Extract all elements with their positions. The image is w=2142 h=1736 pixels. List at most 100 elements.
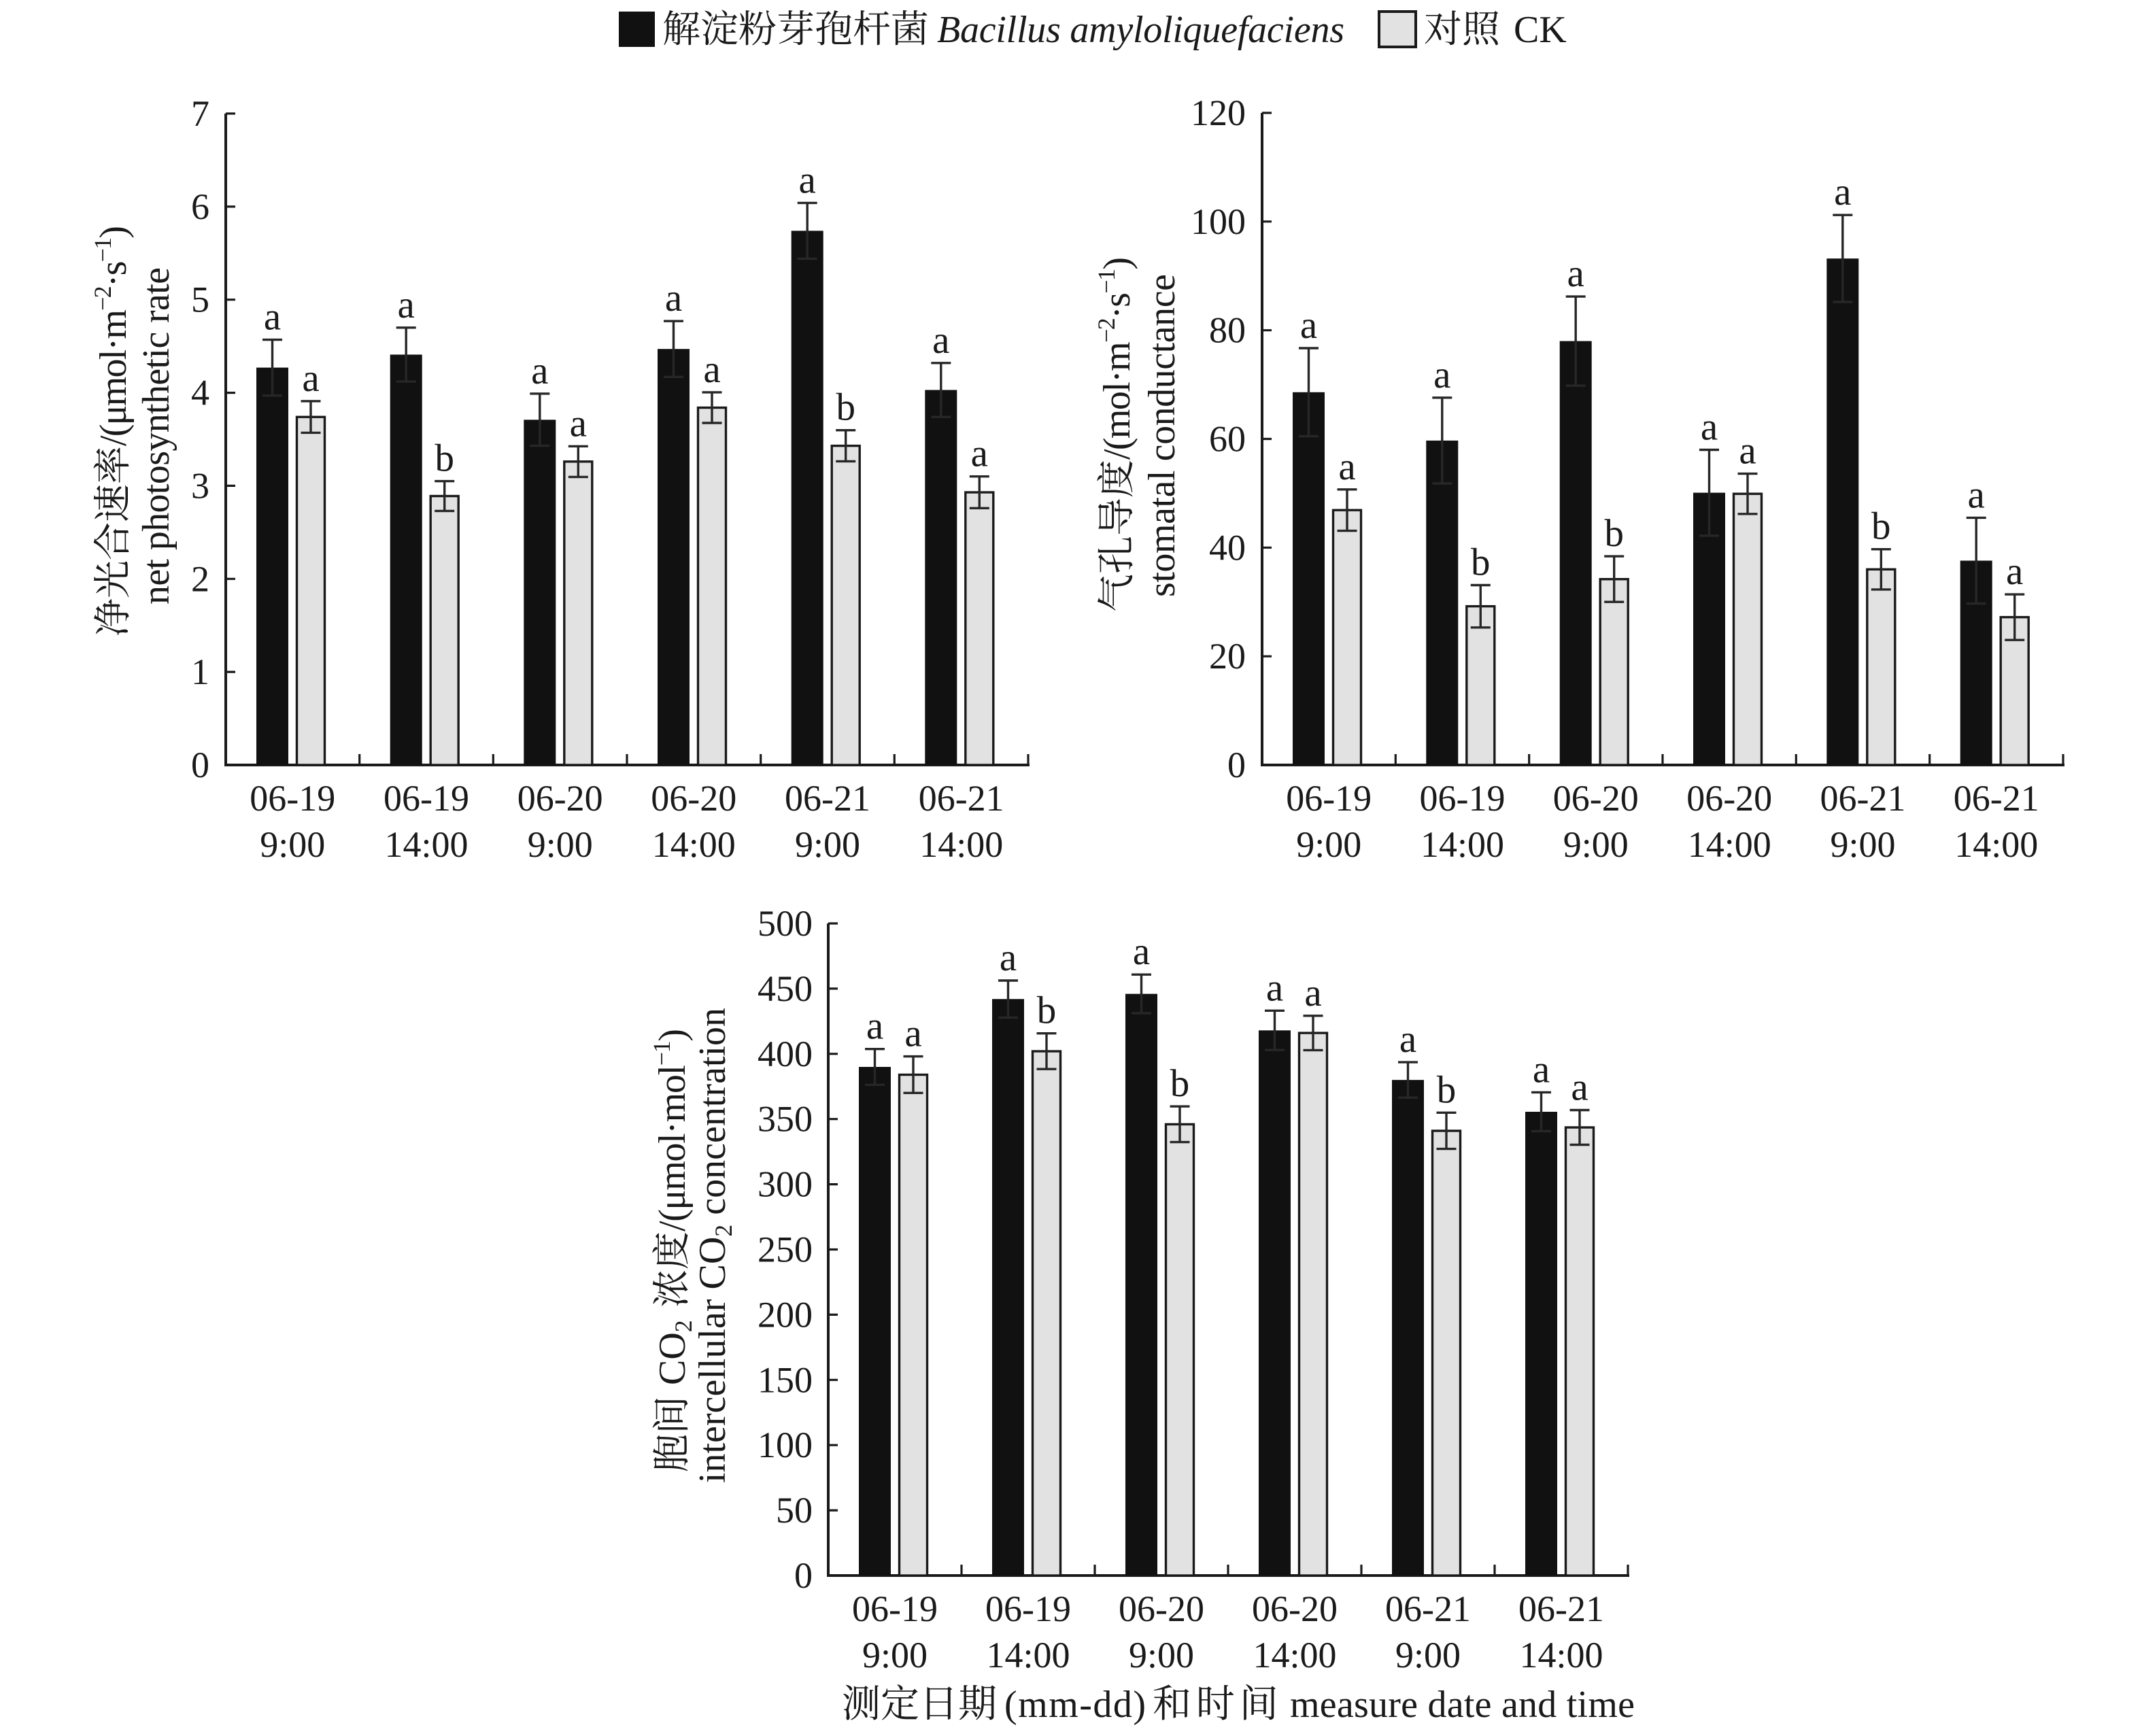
svg-text:06-20: 06-20 (1119, 1588, 1204, 1629)
svg-text:9:00: 9:00 (862, 1635, 928, 1675)
svg-text:06-19: 06-19 (852, 1588, 938, 1629)
svg-text:a: a (1338, 445, 1355, 488)
svg-text:9:00: 9:00 (1563, 824, 1629, 865)
svg-text:a: a (1133, 930, 1150, 973)
svg-text:a: a (665, 277, 682, 320)
svg-text:80: 80 (1209, 310, 1246, 351)
svg-text:0: 0 (794, 1555, 813, 1596)
svg-text:b: b (1037, 989, 1057, 1032)
svg-text:measure date and time: measure date and time (1290, 1684, 1635, 1726)
svg-text:400: 400 (758, 1034, 813, 1074)
svg-text:intercellular CO2 concentrati: intercellular CO2 concentration (692, 1008, 737, 1483)
svg-text:7: 7 (191, 93, 209, 134)
svg-text:14:00: 14:00 (384, 824, 468, 865)
svg-text:250: 250 (758, 1229, 813, 1270)
svg-text:350: 350 (758, 1099, 813, 1140)
svg-text:a: a (799, 158, 816, 201)
svg-text:120: 120 (1191, 92, 1246, 133)
svg-text:a: a (1834, 171, 1851, 214)
svg-text:06-21: 06-21 (1518, 1588, 1604, 1629)
svg-text:a: a (570, 402, 587, 445)
svg-text:a: a (932, 319, 949, 362)
svg-text:Bacillus amyloliquefaciens: Bacillus amyloliquefaciens (937, 9, 1344, 51)
svg-text:100: 100 (1191, 201, 1246, 242)
svg-text:a: a (1300, 304, 1317, 347)
svg-text:b: b (836, 386, 855, 429)
svg-text:a: a (971, 432, 988, 475)
svg-text:06-20: 06-20 (1252, 1588, 1338, 1629)
svg-text:14:00: 14:00 (1519, 1635, 1603, 1675)
svg-text:06-21: 06-21 (919, 778, 1004, 819)
svg-text:0: 0 (191, 745, 209, 785)
svg-text:06-19: 06-19 (384, 778, 469, 819)
svg-text:9:00: 9:00 (528, 824, 593, 865)
svg-text:a: a (1739, 430, 1756, 473)
svg-text:a: a (1968, 473, 1985, 516)
svg-text:/(μmol·m−2·s−1): /(μmol·m−2·s−1) (89, 226, 135, 446)
svg-text:06-19: 06-19 (985, 1588, 1071, 1629)
svg-text:14:00: 14:00 (652, 824, 736, 865)
svg-text:CK: CK (1514, 9, 1567, 51)
svg-text:06-20: 06-20 (1553, 778, 1639, 819)
svg-text:06-19: 06-19 (1286, 778, 1372, 819)
svg-text:06-21: 06-21 (785, 778, 870, 819)
svg-text:9:00: 9:00 (1395, 1635, 1461, 1675)
svg-text:2: 2 (191, 558, 209, 599)
svg-text:06-21: 06-21 (1820, 778, 1906, 819)
svg-text:b: b (1471, 541, 1491, 584)
svg-text:14:00: 14:00 (1954, 824, 2038, 865)
svg-text:a: a (1266, 966, 1283, 1009)
svg-text:06-20: 06-20 (651, 778, 736, 819)
svg-text:a: a (1701, 406, 1718, 449)
svg-text:14:00: 14:00 (986, 1635, 1070, 1675)
svg-text:300: 300 (758, 1164, 813, 1205)
svg-text:9:00: 9:00 (1129, 1635, 1194, 1675)
svg-text:150: 150 (758, 1359, 813, 1400)
svg-text:b: b (435, 437, 454, 480)
svg-text:9:00: 9:00 (260, 824, 325, 865)
svg-text:a: a (1000, 936, 1017, 979)
svg-text:a: a (1571, 1066, 1588, 1109)
svg-text:450: 450 (758, 968, 813, 1009)
svg-text:b: b (1437, 1068, 1457, 1111)
svg-text:9:00: 9:00 (795, 824, 860, 865)
svg-text:6: 6 (191, 186, 209, 227)
svg-text:14:00: 14:00 (1421, 824, 1504, 865)
svg-text:3: 3 (191, 465, 209, 506)
svg-text:14:00: 14:00 (1253, 1635, 1336, 1675)
svg-text:b: b (1604, 512, 1624, 555)
svg-text:a: a (1433, 354, 1450, 396)
svg-text:9:00: 9:00 (1830, 824, 1895, 865)
svg-text:100: 100 (758, 1425, 813, 1465)
svg-text:a: a (1567, 252, 1584, 295)
svg-text:14:00: 14:00 (1688, 824, 1771, 865)
svg-text:a: a (703, 348, 720, 391)
svg-text:60: 60 (1209, 419, 1246, 460)
svg-text:20: 20 (1209, 636, 1246, 677)
svg-text:06-21: 06-21 (1385, 1588, 1471, 1629)
svg-text:06-21: 06-21 (1954, 778, 2039, 819)
svg-text:06-19: 06-19 (1420, 778, 1506, 819)
svg-text:a: a (1304, 972, 1321, 1015)
svg-text:40: 40 (1209, 527, 1246, 568)
svg-text:a: a (264, 296, 281, 339)
svg-text:a: a (1399, 1018, 1416, 1061)
svg-text:a: a (302, 357, 319, 400)
svg-text:500: 500 (758, 903, 813, 944)
svg-text:b: b (1170, 1062, 1190, 1105)
svg-text:a: a (531, 350, 548, 392)
svg-text:(mm-dd): (mm-dd) (1004, 1684, 1146, 1726)
svg-text:4: 4 (191, 373, 209, 413)
svg-text:0: 0 (1227, 745, 1246, 785)
svg-text:a: a (398, 284, 415, 326)
svg-text:06-20: 06-20 (1686, 778, 1772, 819)
svg-text:net photosynthetic rate: net photosynthetic rate (135, 267, 177, 605)
svg-text:9:00: 9:00 (1296, 824, 1361, 865)
svg-text:a: a (1533, 1048, 1550, 1091)
svg-text:a: a (904, 1012, 921, 1055)
svg-text:stomatal conductance: stomatal conductance (1141, 274, 1183, 597)
svg-text:1: 1 (191, 651, 209, 692)
svg-text:a: a (866, 1005, 883, 1048)
svg-text:06-20: 06-20 (517, 778, 603, 819)
svg-text:b: b (1871, 505, 1891, 548)
